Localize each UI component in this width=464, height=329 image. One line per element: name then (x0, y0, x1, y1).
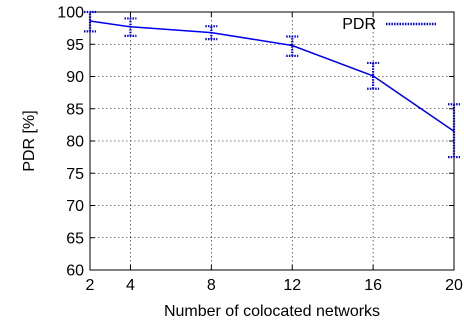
y-tick-label: 100 (57, 5, 84, 22)
y-tick-label: 75 (66, 166, 84, 183)
x-tick-label: 16 (364, 277, 382, 294)
error-bar (84, 10, 96, 33)
x-tick-label: 8 (207, 277, 216, 294)
x-tick-label: 4 (126, 277, 135, 294)
y-tick-label: 65 (66, 230, 84, 247)
y-tick-label: 95 (66, 37, 84, 54)
x-tick-label: 12 (283, 277, 301, 294)
y-tick-label: 90 (66, 69, 84, 86)
y-axis-label: PDR [%] (21, 110, 38, 171)
x-tick-label: 20 (445, 277, 463, 294)
error-bar (448, 103, 460, 159)
y-tick-label: 70 (66, 198, 84, 215)
error-bar (367, 61, 380, 90)
series-line-pdr (89, 20, 455, 132)
ticks: 60 65 70 75 80 85 90 95 100 2 4 8 12 16 20 (57, 5, 463, 295)
grid (90, 12, 454, 270)
error-bar (124, 17, 137, 37)
error-bar (205, 25, 218, 41)
y-tick-label: 85 (66, 101, 84, 118)
legend: PDR (342, 16, 436, 33)
x-tick-label: 2 (86, 277, 95, 294)
y-tick-label: 60 (66, 263, 84, 280)
legend-label: PDR (342, 16, 376, 33)
y-tick-label: 80 (66, 134, 84, 151)
series-layer (84, 10, 460, 159)
error-bar (286, 35, 299, 57)
x-axis-label: Number of colocated networks (164, 303, 380, 320)
